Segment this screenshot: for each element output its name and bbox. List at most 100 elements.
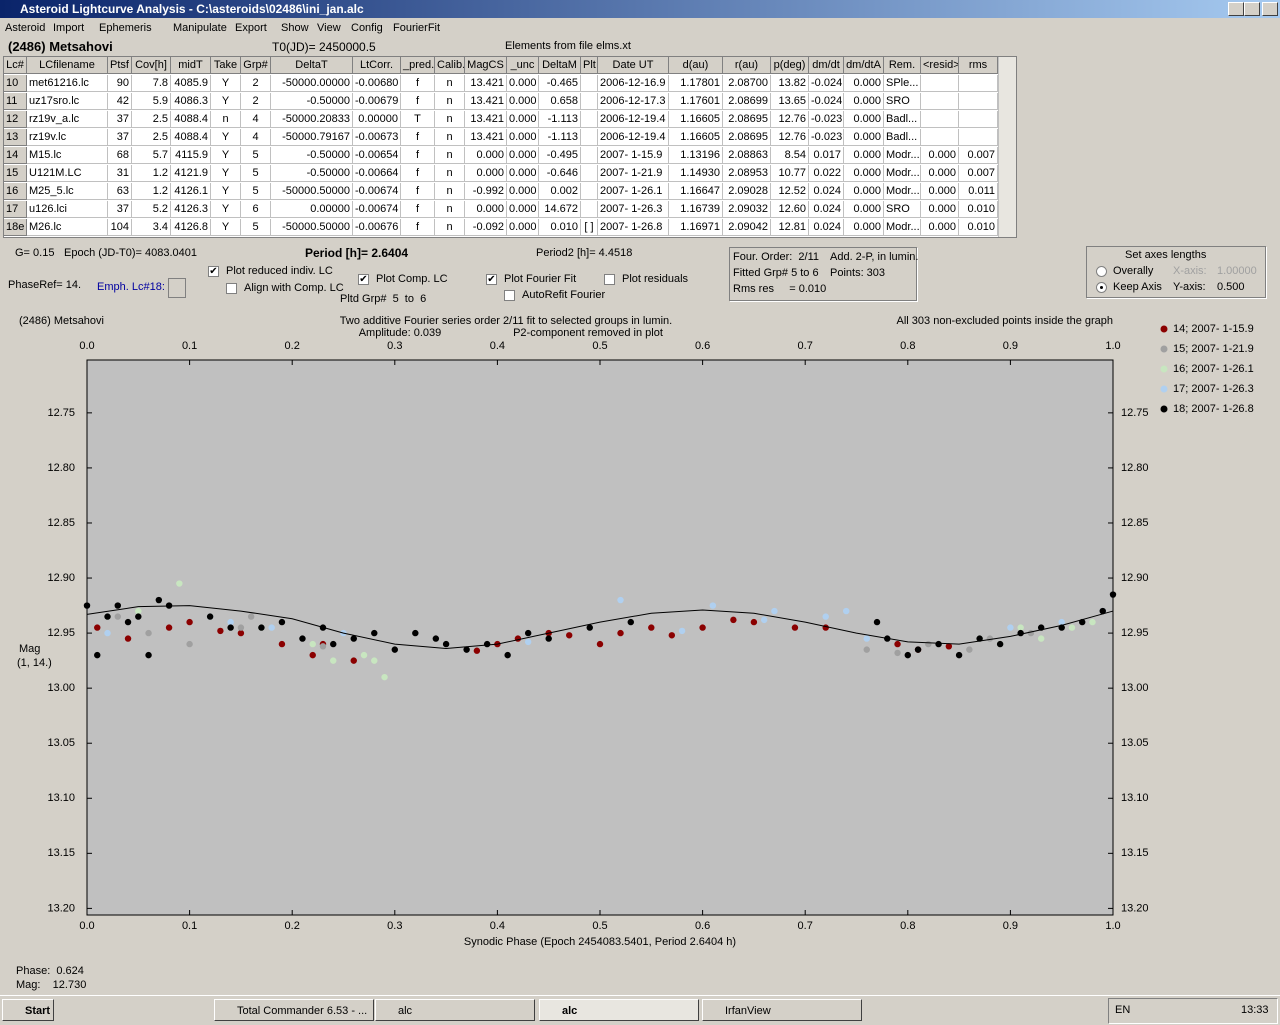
table-cell[interactable]: Badl... bbox=[884, 129, 921, 146]
table-cell[interactable]: f bbox=[401, 147, 435, 164]
table-cell[interactable]: -50000.50000 bbox=[271, 183, 353, 200]
table-cell[interactable]: 2.08953 bbox=[723, 165, 771, 182]
table-cell[interactable]: 4088.4 bbox=[171, 111, 211, 128]
table-cell[interactable]: f bbox=[401, 165, 435, 182]
table-cell[interactable]: 13.421 bbox=[465, 75, 507, 92]
table-cell[interactable]: 5.9 bbox=[132, 93, 171, 110]
menu-item[interactable]: FourierFit bbox=[393, 22, 441, 34]
table-cell[interactable]: Modr... bbox=[884, 165, 921, 182]
table-cell[interactable]: 1.16739 bbox=[669, 201, 723, 218]
table-cell[interactable]: 7.8 bbox=[132, 75, 171, 92]
table-cell[interactable]: 13.65 bbox=[771, 93, 809, 110]
table-cell[interactable]: n bbox=[435, 111, 465, 128]
column-header[interactable]: Plt bbox=[581, 57, 598, 74]
table-cell[interactable]: -0.00674 bbox=[353, 183, 401, 200]
table-cell[interactable]: 11 bbox=[4, 93, 27, 110]
column-header[interactable]: dm/dt bbox=[809, 57, 844, 74]
table-cell[interactable]: 13.421 bbox=[465, 129, 507, 146]
table-cell[interactable]: 18e bbox=[4, 219, 27, 236]
table-cell[interactable]: 42 bbox=[108, 93, 132, 110]
menu-item[interactable]: Import bbox=[53, 22, 85, 34]
table-cell[interactable] bbox=[581, 147, 598, 164]
table-cell[interactable]: 1.17801 bbox=[669, 75, 723, 92]
menu-item[interactable]: Manipulate bbox=[173, 22, 227, 34]
table-cell[interactable]: n bbox=[435, 129, 465, 146]
scrollbar[interactable] bbox=[998, 57, 1016, 237]
checkbox-label[interactable]: Align with Comp. LC bbox=[244, 282, 344, 294]
table-cell[interactable]: Modr... bbox=[884, 219, 921, 236]
table-cell[interactable] bbox=[921, 111, 959, 128]
table-cell[interactable]: 14 bbox=[4, 147, 27, 164]
task-button[interactable]: IrfanView bbox=[702, 999, 862, 1021]
table-cell[interactable]: 0.000 bbox=[507, 147, 539, 164]
table-cell[interactable]: 4085.9 bbox=[171, 75, 211, 92]
table-cell[interactable]: 4 bbox=[241, 111, 271, 128]
table-cell[interactable]: 1.16971 bbox=[669, 219, 723, 236]
table-cell[interactable]: 12 bbox=[4, 111, 27, 128]
table-cell[interactable]: -50000.50000 bbox=[271, 219, 353, 236]
table-cell[interactable]: -0.023 bbox=[809, 111, 844, 128]
table-cell[interactable]: 4126.8 bbox=[171, 219, 211, 236]
table-cell[interactable]: met61216.lc bbox=[27, 75, 108, 92]
table-cell[interactable]: M25_5.lc bbox=[27, 183, 108, 200]
table-cell[interactable]: 6 bbox=[241, 201, 271, 218]
column-header[interactable]: p(deg) bbox=[771, 57, 809, 74]
table-cell[interactable]: 1.2 bbox=[132, 183, 171, 200]
start-button[interactable]: Start bbox=[2, 999, 54, 1021]
table-cell[interactable]: -1.113 bbox=[539, 111, 581, 128]
table-cell[interactable]: -0.00676 bbox=[353, 219, 401, 236]
column-header[interactable]: Date UT bbox=[598, 57, 669, 74]
table-cell[interactable]: Y bbox=[211, 219, 241, 236]
column-header[interactable]: midT bbox=[171, 57, 211, 74]
table-cell[interactable]: Badl... bbox=[884, 111, 921, 128]
table-cell[interactable]: 2007- 1-26.3 bbox=[598, 201, 669, 218]
table-cell[interactable]: 0.000 bbox=[921, 147, 959, 164]
table-cell[interactable]: 0.024 bbox=[809, 201, 844, 218]
table-cell[interactable]: 104 bbox=[108, 219, 132, 236]
radio-label[interactable]: Keep Axis bbox=[1113, 281, 1162, 293]
table-cell[interactable]: 0.000 bbox=[844, 129, 884, 146]
checkbox-label[interactable]: Plot residuals bbox=[622, 273, 689, 285]
table-cell[interactable]: SRO bbox=[884, 93, 921, 110]
table-cell[interactable]: 12.52 bbox=[771, 183, 809, 200]
checkbox[interactable]: ✔ bbox=[208, 266, 219, 277]
table-cell[interactable] bbox=[581, 201, 598, 218]
radio[interactable] bbox=[1096, 266, 1107, 277]
table-cell[interactable] bbox=[581, 75, 598, 92]
checkbox-label[interactable]: Plot Fourier Fit bbox=[504, 273, 577, 285]
table-cell[interactable]: 4126.3 bbox=[171, 201, 211, 218]
table-cell[interactable]: 4088.4 bbox=[171, 129, 211, 146]
table-cell[interactable]: 0.658 bbox=[539, 93, 581, 110]
table-cell[interactable]: -0.092 bbox=[465, 219, 507, 236]
emph-label[interactable]: Emph. Lc#18: bbox=[97, 281, 165, 293]
table-cell[interactable]: 0.010 bbox=[959, 219, 998, 236]
table-cell[interactable]: 13 bbox=[4, 129, 27, 146]
table-cell[interactable]: n bbox=[435, 75, 465, 92]
table-cell[interactable]: 0.011 bbox=[959, 183, 998, 200]
table-cell[interactable]: 0.000 bbox=[844, 165, 884, 182]
table-cell[interactable]: 68 bbox=[108, 147, 132, 164]
task-button[interactable]: alc bbox=[375, 999, 535, 1021]
table-cell[interactable]: Y bbox=[211, 165, 241, 182]
table-cell[interactable]: f bbox=[401, 183, 435, 200]
table-cell[interactable]: SPle... bbox=[884, 75, 921, 92]
column-header[interactable]: rms res bbox=[959, 57, 998, 74]
table-cell[interactable]: 63 bbox=[108, 183, 132, 200]
menu-item[interactable]: Export bbox=[235, 22, 267, 34]
table-cell[interactable]: 0.000 bbox=[844, 93, 884, 110]
table-cell[interactable]: [ ] bbox=[581, 219, 598, 236]
checkbox[interactable] bbox=[604, 274, 615, 285]
checkbox[interactable] bbox=[504, 290, 515, 301]
menu-item[interactable]: Show bbox=[281, 22, 309, 34]
table-cell[interactable]: 13.82 bbox=[771, 75, 809, 92]
table-cell[interactable]: 37 bbox=[108, 111, 132, 128]
table-cell[interactable]: Y bbox=[211, 183, 241, 200]
table-cell[interactable]: 13.421 bbox=[465, 111, 507, 128]
table-cell[interactable]: rz19v.lc bbox=[27, 129, 108, 146]
table-cell[interactable]: U121M.LC bbox=[27, 165, 108, 182]
table-cell[interactable]: Modr... bbox=[884, 147, 921, 164]
table-cell[interactable]: T bbox=[401, 111, 435, 128]
table-cell[interactable]: 0.000 bbox=[507, 111, 539, 128]
table-cell[interactable]: 0.000 bbox=[921, 219, 959, 236]
table-cell[interactable]: -0.465 bbox=[539, 75, 581, 92]
